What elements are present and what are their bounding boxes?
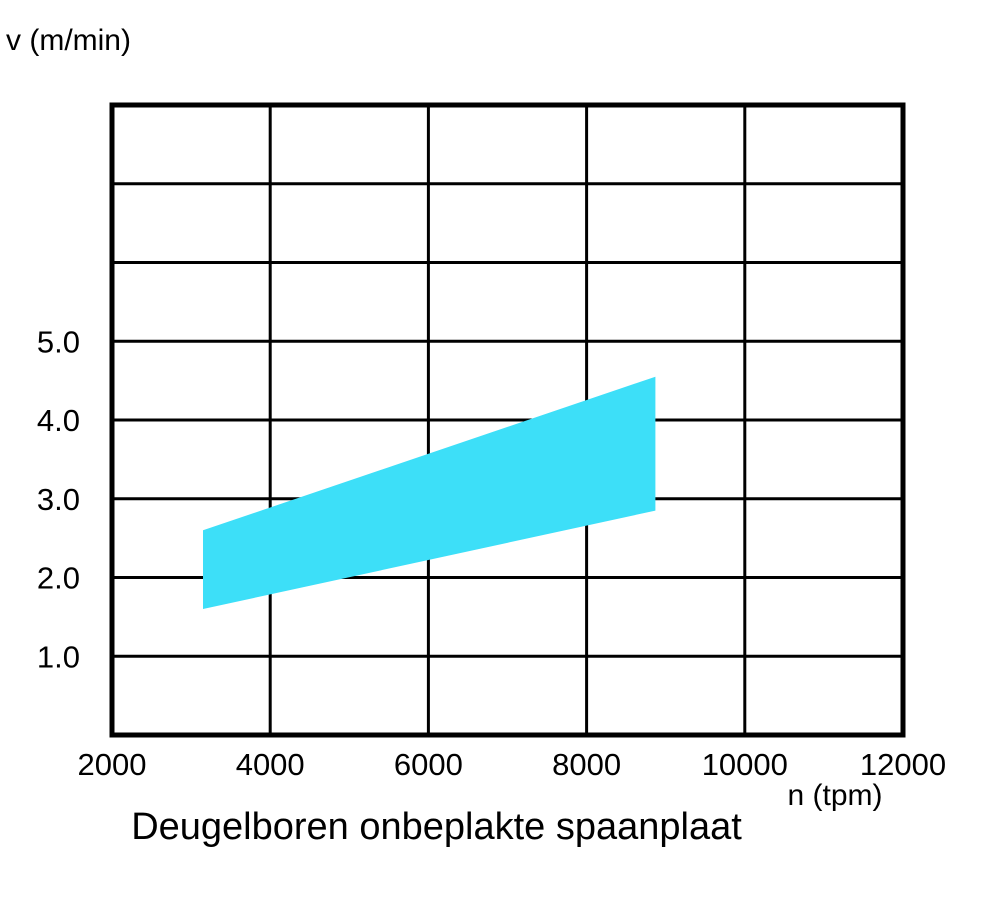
chart-caption: Deugelboren onbeplakte spaanplaat — [131, 806, 742, 848]
x-tick-label: 4000 — [236, 747, 305, 782]
y-tick-label: 4.0 — [37, 403, 80, 438]
plot-frame — [109, 102, 906, 738]
x-tick-label: 8000 — [552, 747, 621, 782]
y-tick-label: 1.0 — [37, 639, 80, 674]
x-tick-label: 12000 — [860, 747, 946, 782]
y-tick-label: 3.0 — [37, 482, 80, 517]
y-tick-label: 2.0 — [37, 561, 80, 596]
x-axis-title: n (tpm) — [787, 779, 883, 812]
x-tick-label: 2000 — [78, 747, 147, 782]
x-tick-label: 10000 — [702, 747, 788, 782]
speed-range-band — [203, 376, 656, 609]
y-tick-label: 5.0 — [37, 324, 80, 359]
x-tick-label: 6000 — [394, 747, 463, 782]
y-axis-title: v (m/min) — [6, 24, 131, 57]
